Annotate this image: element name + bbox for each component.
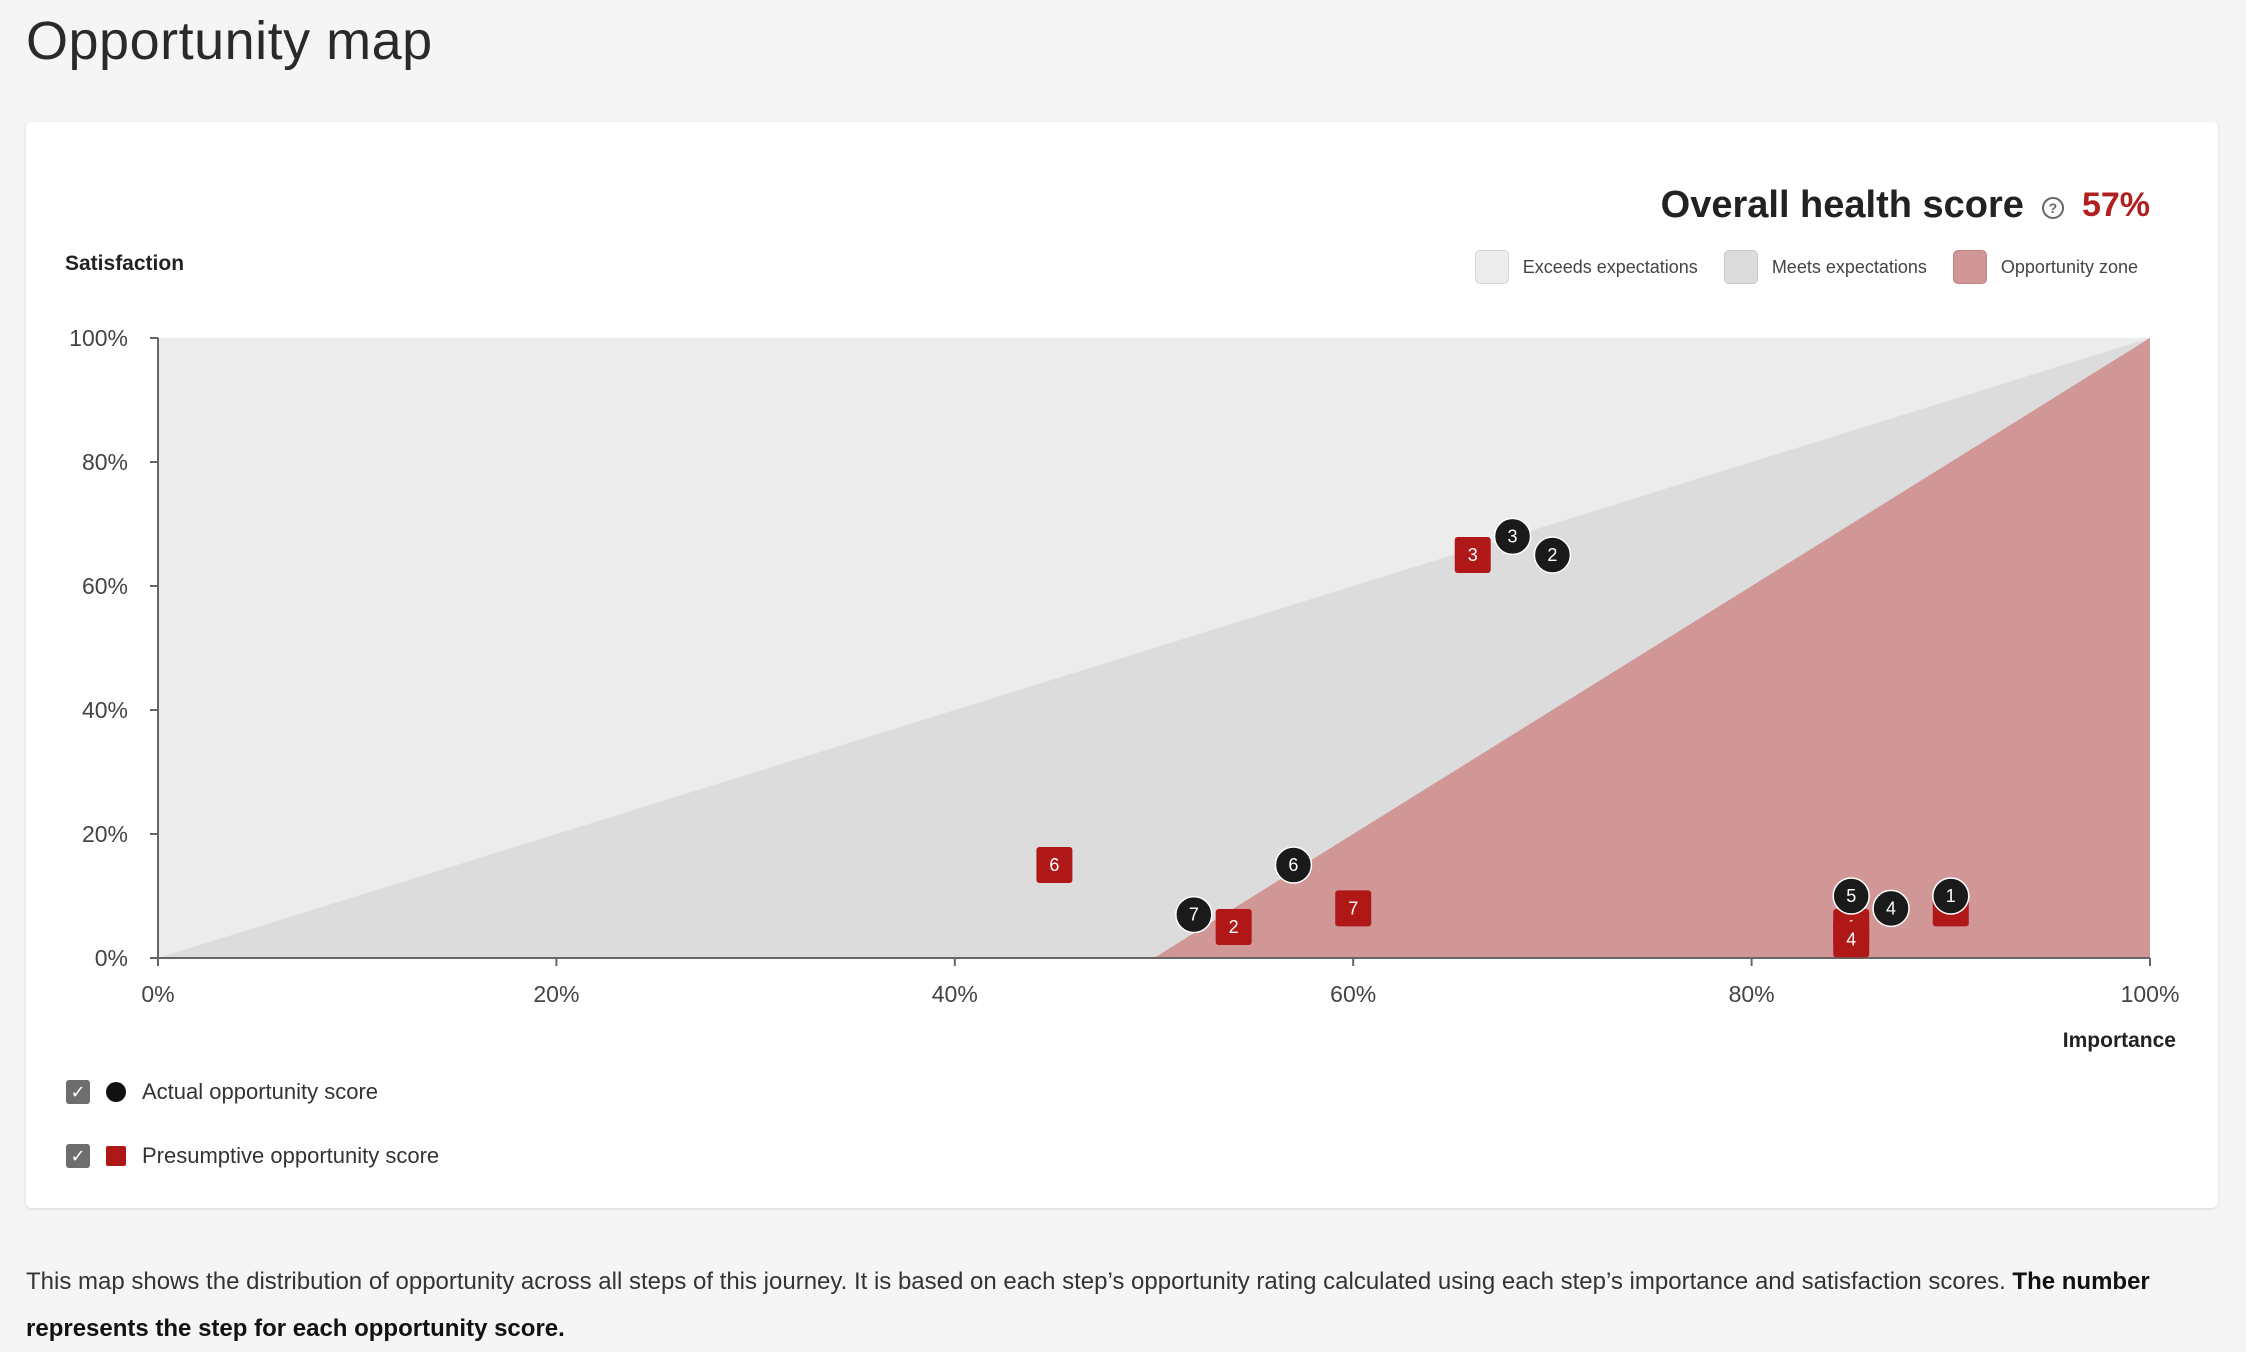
- y-tick-label: 40%: [82, 697, 128, 723]
- opportunity-scatter-chart: 0% 20% 40% 60% 80% 100% 0% 20% 40% 60% 80% 100% Impo…: [69, 325, 2179, 1052]
- health-score-value: 57%: [2081, 186, 2150, 224]
- point-step-label: 6: [1288, 855, 1298, 875]
- presumptive-score-point[interactable]: 6: [1036, 847, 1073, 883]
- legend-label: Exceeds expectations: [1522, 256, 1698, 277]
- toggle-presumptive-opportunity[interactable]: ✓ Presumptive opportunity score: [66, 1136, 439, 1176]
- checkbox-checked-icon[interactable]: ✓: [66, 1080, 90, 1104]
- actual-score-point[interactable]: 6: [1274, 846, 1313, 884]
- description-text: This map shows the distribution of oppor…: [26, 1268, 2006, 1295]
- actual-score-point[interactable]: 5: [1832, 877, 1870, 915]
- actual-score-point[interactable]: 7: [1175, 895, 1213, 934]
- x-axis-title: Importance: [2063, 1029, 2176, 1052]
- actual-score-marker: [1175, 895, 1213, 934]
- presumptive-score-marker: [1454, 537, 1491, 573]
- point-step-label: 7: [1189, 905, 1199, 925]
- presumptive-score-point[interactable]: 7: [1335, 890, 1372, 927]
- x-tick-label: 60%: [1330, 981, 1376, 1007]
- legend-exceeds-expectations: Exceeds expectations: [1474, 250, 1698, 284]
- meets-swatch: [1723, 250, 1758, 284]
- points-layer: 12345671234567: [1036, 517, 1970, 958]
- description-bold: The number represents the step for each …: [26, 1268, 2150, 1342]
- x-tick-label: 100%: [2121, 981, 2180, 1007]
- checkbox-checked-icon[interactable]: ✓: [66, 1144, 90, 1168]
- question-circle-icon[interactable]: ?: [2041, 196, 2064, 219]
- health-score-label: Overall health score: [1660, 184, 2024, 226]
- legend-label: Meets expectations: [1771, 256, 1927, 277]
- point-step-label: 6: [1049, 855, 1059, 875]
- y-tick-label: 20%: [82, 821, 128, 847]
- x-tick-label: 20%: [533, 981, 579, 1007]
- square-marker-icon: [106, 1146, 126, 1166]
- circle-marker-icon: [106, 1082, 126, 1102]
- y-tick-label: 80%: [82, 449, 128, 475]
- series-label: Presumptive opportunity score: [142, 1143, 440, 1168]
- actual-score-point[interactable]: 2: [1533, 536, 1572, 574]
- presumptive-score-point[interactable]: 2: [1215, 909, 1252, 945]
- zone-legend: Exceeds expectations Meets expectations …: [1474, 250, 2138, 284]
- exceeds-swatch: [1474, 250, 1509, 284]
- actual-score-point[interactable]: 4: [1872, 889, 1910, 928]
- actual-score-marker: [1493, 517, 1532, 556]
- y-tick-label: 0%: [95, 945, 128, 971]
- legend-opportunity-zone: Opportunity zone: [1952, 250, 2138, 284]
- actual-score-marker: [1274, 846, 1313, 884]
- x-tick-label: 0%: [141, 981, 174, 1007]
- point-step-label: 1: [1946, 886, 1956, 906]
- x-tick-label: 80%: [1729, 981, 1775, 1007]
- y-tick-label: 100%: [69, 325, 128, 351]
- zones-layer: [158, 338, 2150, 958]
- point-step-label: 7: [1348, 898, 1358, 918]
- actual-score-marker: [1932, 877, 1970, 915]
- point-step-label: 2: [1547, 545, 1557, 565]
- zone-opportunity: [1154, 338, 2150, 958]
- point-step-label: 4: [1886, 898, 1896, 918]
- presumptive-score-marker: [1335, 890, 1372, 927]
- opportunity-map-card: Overall health score ? 57% Satisfaction …: [26, 122, 2218, 1208]
- overall-health-score: Overall health score ? 57%: [1661, 184, 2150, 227]
- point-step-label: 4: [1846, 929, 1856, 949]
- y-axis-title: Satisfaction: [65, 252, 185, 275]
- actual-score-point[interactable]: 1: [1932, 877, 1970, 915]
- y-tick-label: 60%: [82, 573, 128, 599]
- presumptive-score-marker: [1215, 909, 1252, 945]
- actual-score-marker: [1533, 536, 1572, 574]
- actual-score-marker: [1872, 889, 1910, 928]
- presumptive-score-marker: [1833, 921, 1870, 958]
- point-step-label: 3: [1508, 526, 1518, 546]
- point-step-label: 5: [1846, 886, 1856, 906]
- x-tick-label: 40%: [932, 981, 978, 1007]
- series-label: Actual opportunity score: [142, 1079, 379, 1104]
- legend-label: Opportunity zone: [2000, 256, 2138, 277]
- presumptive-score-marker: [1036, 847, 1073, 883]
- point-step-label: 3: [1468, 545, 1478, 565]
- legend-meets-expectations: Meets expectations: [1723, 250, 1927, 284]
- point-step-label: 2: [1229, 917, 1239, 937]
- page-title: Opportunity map: [26, 11, 433, 71]
- presumptive-score-point[interactable]: 3: [1454, 537, 1491, 573]
- actual-score-point[interactable]: 3: [1493, 517, 1532, 556]
- toggle-actual-opportunity[interactable]: ✓ Actual opportunity score: [66, 1072, 439, 1112]
- opportunity-swatch: [1952, 250, 1987, 284]
- series-legend: ✓ Actual opportunity score ✓ Presumptive…: [66, 1072, 439, 1200]
- presumptive-score-point[interactable]: 4: [1833, 921, 1870, 958]
- map-description: This map shows the distribution of oppor…: [26, 1258, 2216, 1352]
- actual-score-marker: [1832, 877, 1870, 915]
- axes-layer: 0% 20% 40% 60% 80% 100% 0% 20% 40% 60% 80% 100% Impo…: [69, 325, 2179, 1052]
